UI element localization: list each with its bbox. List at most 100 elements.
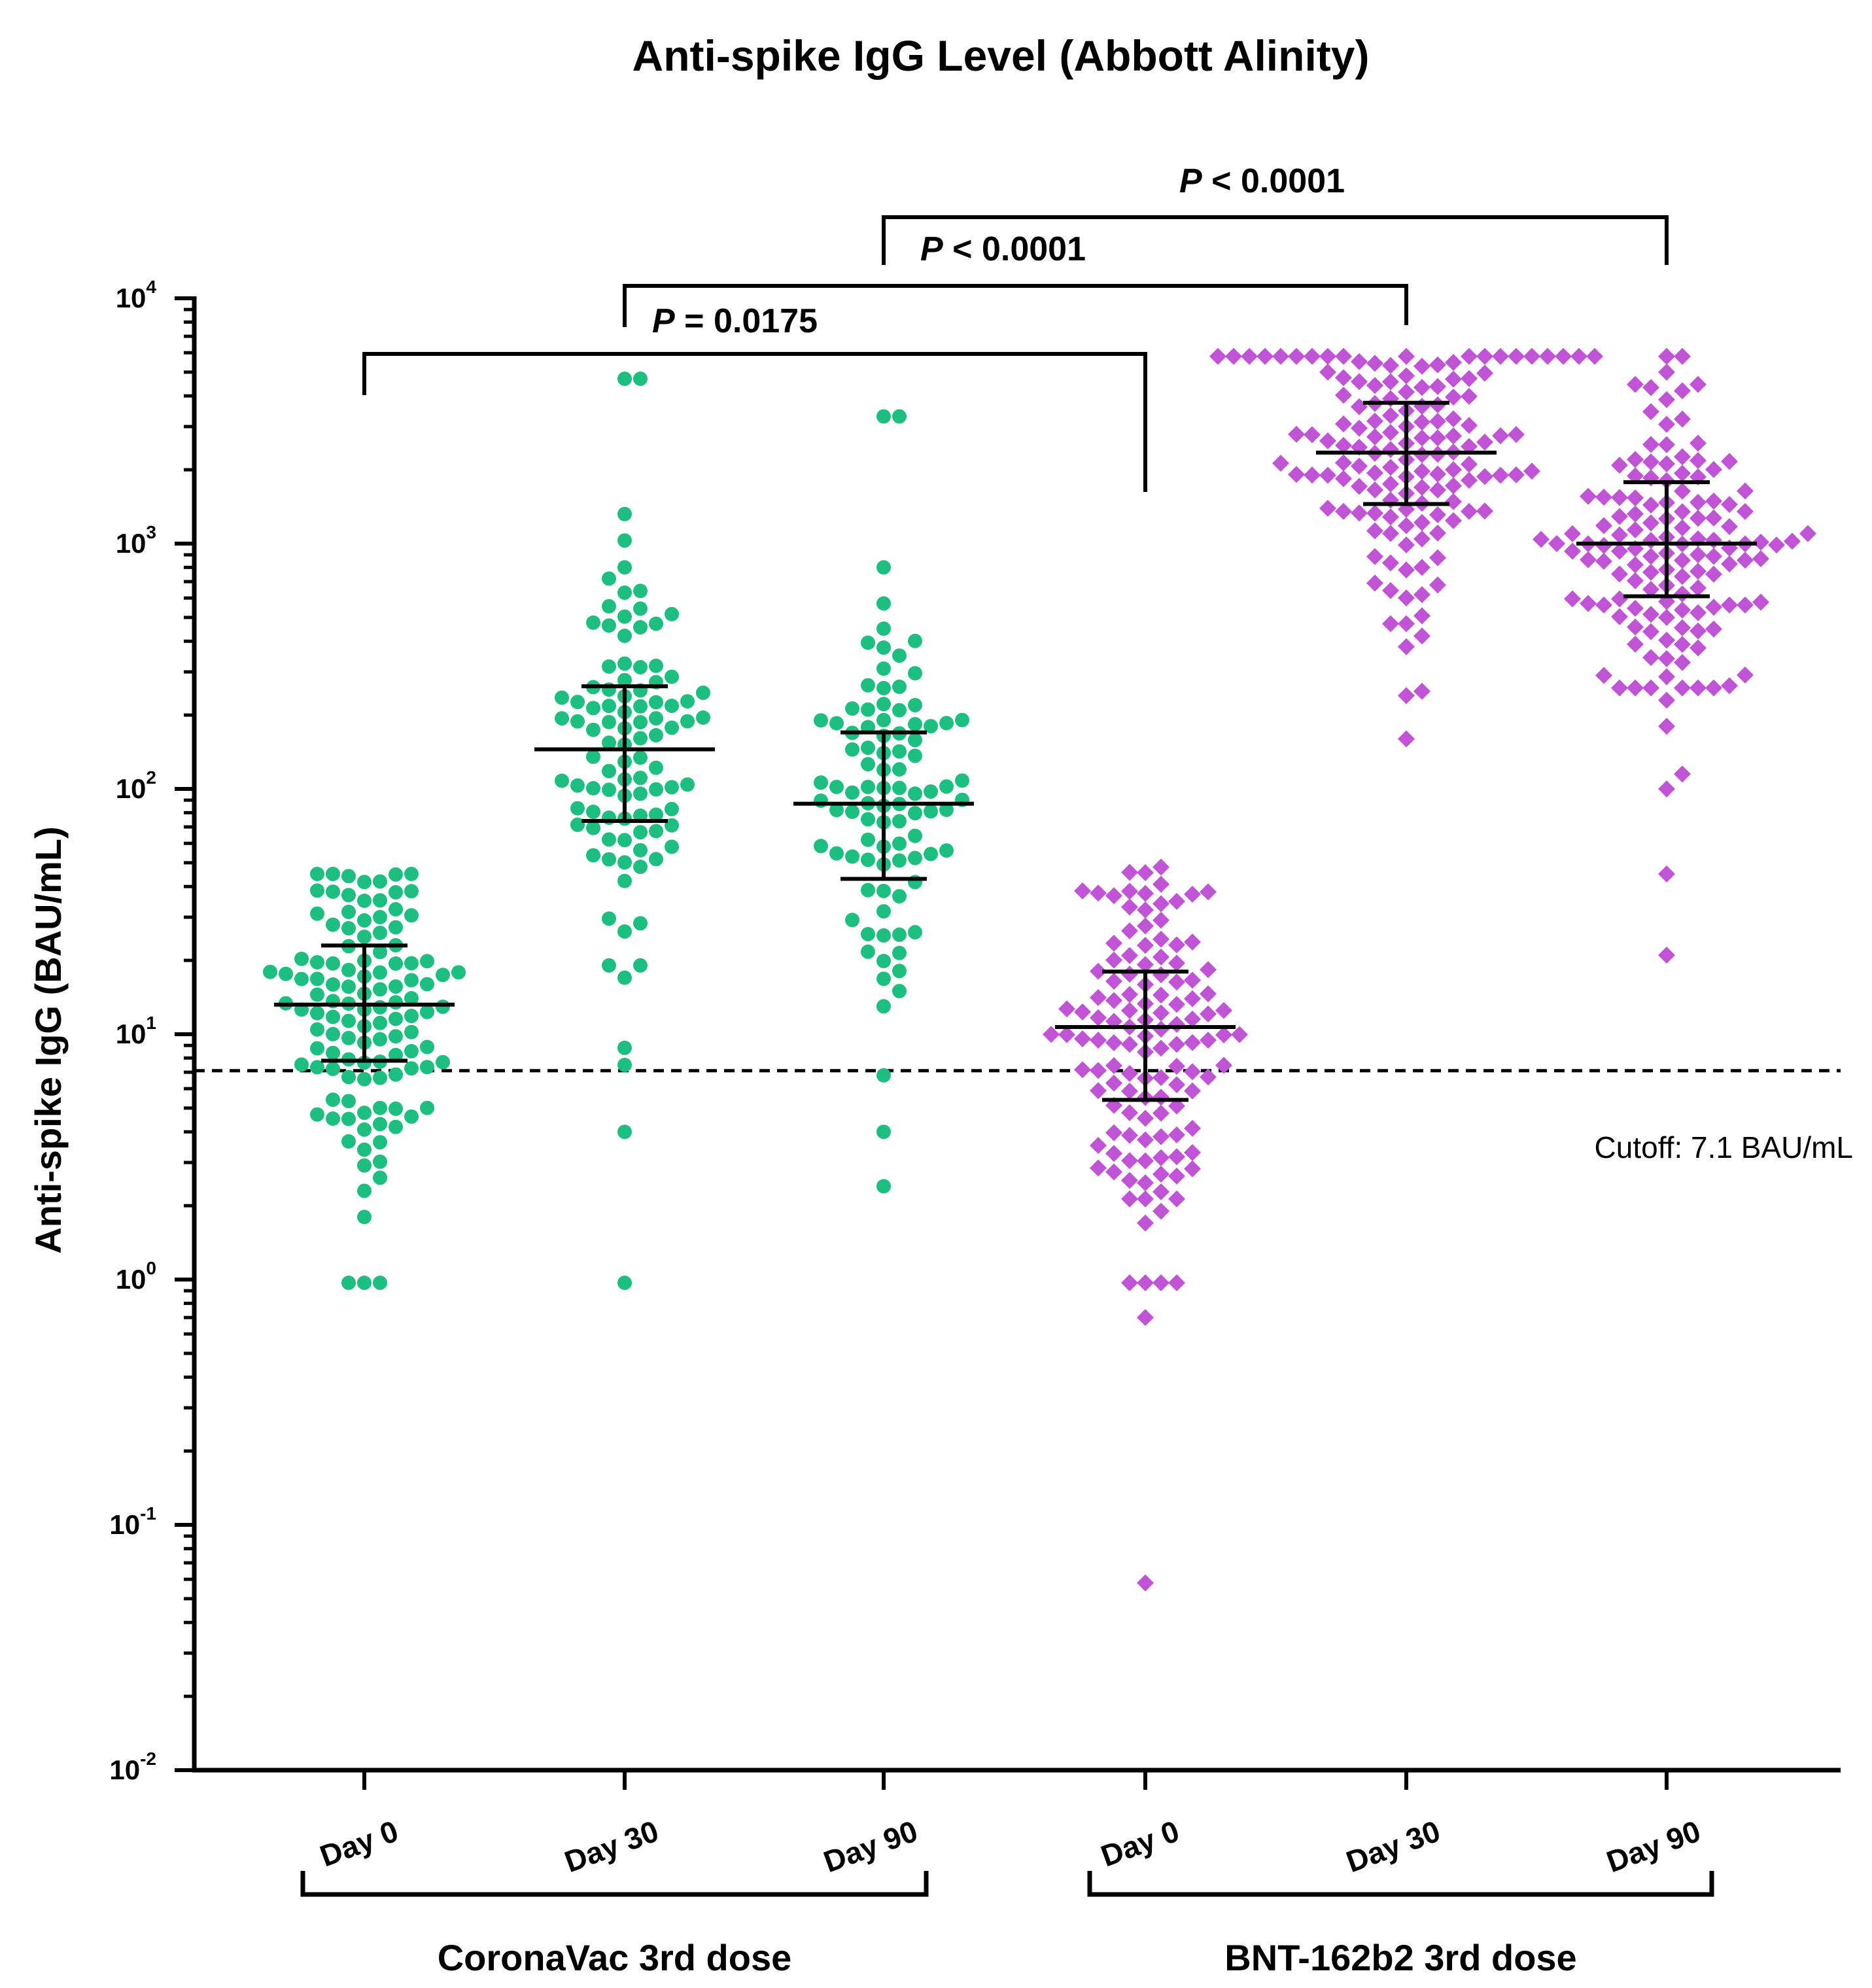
data-point xyxy=(373,1000,387,1015)
data-point xyxy=(555,690,569,705)
data-point xyxy=(373,1015,387,1030)
data-point xyxy=(341,1070,356,1085)
data-point xyxy=(279,966,293,981)
data-point xyxy=(602,782,616,797)
data-point xyxy=(1105,951,1122,969)
data-point xyxy=(1674,519,1691,536)
data-point xyxy=(1090,884,1107,902)
data-point xyxy=(404,908,419,923)
data-point xyxy=(1105,1057,1122,1075)
data-point xyxy=(1366,504,1383,522)
data-point xyxy=(1105,992,1122,1009)
data-point xyxy=(1737,596,1754,614)
data-point xyxy=(924,846,938,862)
data-point xyxy=(1413,682,1430,700)
data-point xyxy=(908,717,922,732)
data-point xyxy=(1429,524,1446,542)
data-point xyxy=(1137,956,1154,973)
data-point xyxy=(892,780,907,795)
data-point xyxy=(1105,1145,1122,1162)
data-point xyxy=(892,762,907,777)
data-point xyxy=(892,648,907,663)
data-point xyxy=(908,850,922,865)
data-point xyxy=(617,560,632,575)
data-point xyxy=(1209,347,1226,365)
data-point xyxy=(357,1106,372,1121)
data-point xyxy=(1121,882,1138,900)
data-point xyxy=(1595,517,1612,534)
data-point xyxy=(1429,481,1446,499)
data-point xyxy=(326,1092,340,1107)
y-tick-exponent: 0 xyxy=(146,1258,156,1278)
data-point xyxy=(908,733,922,748)
data-point xyxy=(1153,895,1170,913)
data-point xyxy=(1674,382,1691,400)
data-point xyxy=(1642,514,1659,532)
data-point xyxy=(1690,679,1707,697)
data-point xyxy=(1445,477,1462,495)
data-point xyxy=(1627,572,1644,589)
data-point xyxy=(373,1117,387,1132)
data-point xyxy=(294,1057,309,1072)
data-point xyxy=(1461,417,1478,434)
data-point xyxy=(404,1009,419,1024)
data-point xyxy=(1153,1165,1170,1183)
data-point xyxy=(1658,691,1675,709)
data-point xyxy=(1705,509,1722,527)
data-point xyxy=(602,832,616,847)
data-point xyxy=(892,679,907,694)
data-point xyxy=(1288,347,1305,365)
data-point xyxy=(1658,608,1675,626)
data-point xyxy=(1658,415,1675,433)
data-point xyxy=(357,1210,372,1225)
y-tick-label: 10-2 xyxy=(109,1749,156,1785)
data-point xyxy=(1137,917,1154,935)
data-point xyxy=(876,999,891,1014)
data-point xyxy=(1658,455,1675,473)
data-point xyxy=(373,982,387,997)
data-point xyxy=(389,979,403,994)
data-point xyxy=(1445,512,1462,529)
data-point xyxy=(649,852,663,867)
data-point xyxy=(1105,1034,1122,1052)
data-point xyxy=(861,780,875,794)
data-point xyxy=(617,873,632,888)
data-point xyxy=(1564,590,1581,608)
data-point xyxy=(602,735,616,750)
data-point xyxy=(1548,535,1565,553)
data-point xyxy=(1121,1002,1138,1019)
data-point xyxy=(404,1024,419,1039)
data-point xyxy=(357,913,372,928)
y-tick-base: 10 xyxy=(116,528,147,559)
significance-bracket xyxy=(623,284,1408,327)
p-symbol: P xyxy=(920,230,943,268)
data-point xyxy=(1200,1068,1217,1086)
data-point xyxy=(1215,1056,1232,1074)
data-point xyxy=(602,699,616,714)
data-point xyxy=(908,633,922,648)
data-point xyxy=(1121,1274,1138,1291)
data-point xyxy=(1184,1143,1201,1161)
data-point xyxy=(373,1032,387,1047)
data-point xyxy=(892,409,907,424)
data-point xyxy=(389,885,403,899)
data-point xyxy=(1366,548,1383,565)
data-point xyxy=(680,714,695,729)
data-point xyxy=(1737,502,1754,520)
data-point xyxy=(341,921,356,935)
data-point xyxy=(1272,347,1289,365)
data-point xyxy=(1564,542,1581,560)
data-point xyxy=(908,786,922,801)
data-point xyxy=(341,869,356,884)
data-point xyxy=(1690,434,1707,452)
data-point xyxy=(294,951,309,966)
y-tick-exponent: 1 xyxy=(146,1013,156,1033)
data-point xyxy=(357,1183,372,1198)
data-point xyxy=(1627,556,1644,574)
data-point xyxy=(1642,453,1659,471)
data-point xyxy=(1335,415,1352,433)
data-point xyxy=(1168,1167,1185,1185)
data-point xyxy=(373,893,387,908)
data-point xyxy=(1429,429,1446,447)
data-point xyxy=(1398,517,1415,534)
